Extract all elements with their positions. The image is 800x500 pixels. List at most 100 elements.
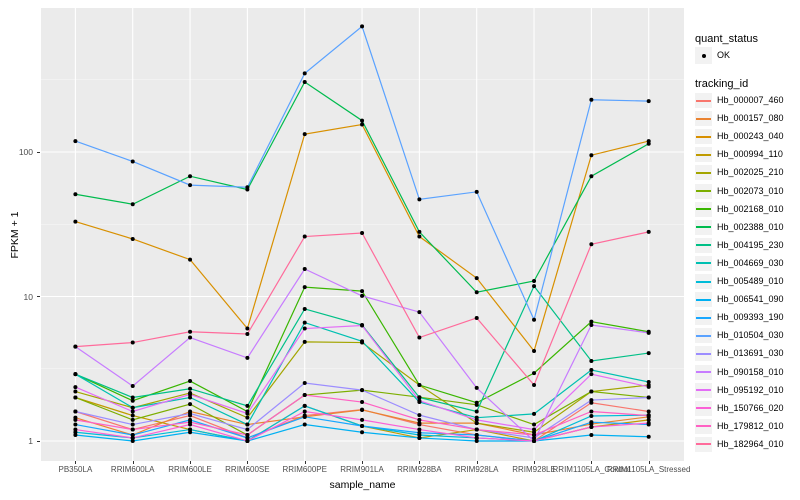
data-point xyxy=(130,433,135,438)
data-point xyxy=(245,355,250,360)
data-point xyxy=(130,395,135,400)
data-point xyxy=(474,433,479,438)
legend-key-Hb_182964_010 xyxy=(695,436,712,452)
x-tick-label: RRIM928BA xyxy=(397,465,442,474)
data-point xyxy=(589,242,594,247)
data-point xyxy=(474,427,479,432)
data-point xyxy=(589,413,594,418)
data-point xyxy=(73,433,78,438)
data-point xyxy=(646,384,651,389)
legend-key-Hb_009393_190 xyxy=(695,310,712,326)
data-point xyxy=(417,421,422,426)
y-tick-label: 10 xyxy=(23,291,33,302)
data-point xyxy=(188,392,193,397)
data-point xyxy=(130,398,135,403)
data-point xyxy=(188,335,193,340)
legend-key-quant-status xyxy=(695,47,712,64)
data-point xyxy=(360,339,365,344)
data-point xyxy=(130,413,135,418)
legend-key-Hb_002388_010 xyxy=(695,219,712,235)
data-point xyxy=(589,433,594,438)
data-point xyxy=(130,422,135,427)
data-point xyxy=(417,395,422,400)
y-tick-mark xyxy=(37,440,40,442)
data-point xyxy=(646,380,651,385)
line-swatch-icon xyxy=(696,244,711,247)
data-point xyxy=(245,185,250,190)
x-tick-mark xyxy=(304,461,306,464)
data-point xyxy=(188,257,193,262)
data-point xyxy=(360,407,365,412)
data-point xyxy=(417,435,422,440)
data-point xyxy=(646,141,651,146)
line-swatch-icon xyxy=(696,171,711,174)
data-point xyxy=(302,285,307,290)
data-point xyxy=(188,174,193,179)
data-point xyxy=(646,229,651,234)
x-tick-mark xyxy=(591,461,593,464)
data-point xyxy=(73,139,78,144)
legend-item-label: Hb_006541_090 xyxy=(717,294,784,305)
data-point xyxy=(589,389,594,394)
data-point xyxy=(302,71,307,76)
data-point xyxy=(302,132,307,137)
data-point xyxy=(360,24,365,29)
data-point xyxy=(302,422,307,427)
line-swatch-icon xyxy=(696,280,711,283)
data-point xyxy=(474,400,479,405)
data-point xyxy=(130,409,135,414)
data-point xyxy=(188,430,193,435)
data-point xyxy=(245,415,250,420)
line-swatch-icon xyxy=(696,117,711,120)
data-point xyxy=(532,411,537,416)
data-point xyxy=(417,430,422,435)
data-point xyxy=(474,439,479,443)
data-point xyxy=(188,183,193,188)
legend-key-Hb_004669_030 xyxy=(695,255,712,271)
x-tick-label: RRIM901LA xyxy=(340,465,384,474)
line-swatch-icon xyxy=(696,99,711,102)
legend-key-Hb_006541_090 xyxy=(695,292,712,308)
data-point xyxy=(302,414,307,419)
data-point xyxy=(532,383,537,388)
data-point xyxy=(245,332,250,337)
legend-item-label: Hb_002388_010 xyxy=(717,221,784,232)
data-point xyxy=(130,340,135,345)
data-point xyxy=(646,351,651,356)
data-point xyxy=(130,202,135,207)
data-point xyxy=(589,409,594,414)
data-point xyxy=(302,380,307,385)
plot-panel xyxy=(41,8,684,461)
line-swatch-icon xyxy=(696,298,711,301)
data-point xyxy=(589,153,594,158)
data-point xyxy=(646,395,651,400)
data-point xyxy=(417,310,422,315)
legend-item-label: Hb_010504_030 xyxy=(717,330,784,341)
data-point xyxy=(474,189,479,194)
x-tick-mark xyxy=(419,461,421,464)
data-point xyxy=(589,322,594,327)
legend-item-label: Hb_000007_460 xyxy=(717,95,784,105)
line-swatch-icon xyxy=(696,226,711,229)
data-point xyxy=(245,427,250,432)
data-point xyxy=(188,379,193,384)
x-tick-label: RRIM600SE xyxy=(225,465,270,474)
data-point xyxy=(245,433,250,438)
legend-key-Hb_002025_210 xyxy=(695,165,712,181)
data-point xyxy=(474,409,479,414)
data-point xyxy=(417,398,422,403)
legend-key-Hb_090158_010 xyxy=(695,364,712,380)
legend-key-Hb_002168_010 xyxy=(695,201,712,217)
data-point xyxy=(360,430,365,435)
data-point xyxy=(302,320,307,325)
point-icon xyxy=(701,53,706,58)
data-point xyxy=(589,420,594,425)
line-swatch-icon xyxy=(696,208,711,211)
data-point xyxy=(589,97,594,102)
legend-item-label: Hb_150766_020 xyxy=(717,402,784,413)
legend-item-label: Hb_013691_030 xyxy=(717,348,784,359)
legend-key-Hb_179812_010 xyxy=(695,418,712,434)
data-point xyxy=(73,372,78,377)
data-point xyxy=(589,358,594,363)
line-swatch-icon xyxy=(696,407,711,410)
